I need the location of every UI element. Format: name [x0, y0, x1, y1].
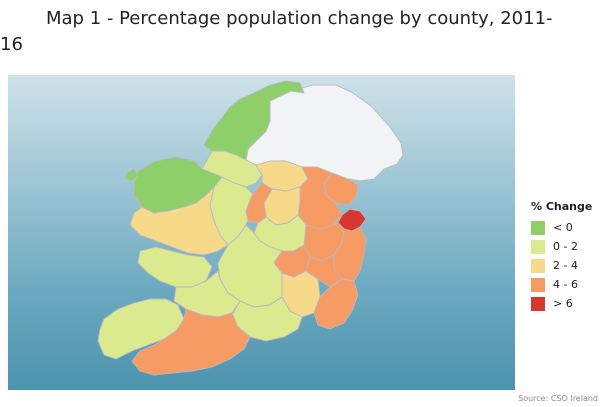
island-achill [124, 168, 139, 182]
legend-swatch [531, 296, 545, 311]
source-credit: Source: CSO Ireland [518, 394, 598, 403]
county-wexford[interactable] [313, 278, 359, 330]
legend-swatch [531, 258, 545, 273]
legend-item[interactable]: 4 - 6 [531, 276, 600, 293]
legend-swatch [531, 220, 545, 235]
ireland-map[interactable] [8, 75, 515, 390]
legend-item[interactable]: 0 - 2 [531, 238, 600, 255]
legend-item[interactable]: 2 - 4 [531, 257, 600, 274]
map-title-line2: 16 [0, 34, 23, 55]
legend-title: % Change [531, 200, 593, 213]
legend-label: > 6 [553, 297, 573, 310]
county-galway[interactable] [129, 186, 229, 256]
legend-label: 0 - 2 [553, 240, 578, 253]
map-legend: % Change < 0 0 - 2 2 - 4 4 - 6 > 6 [531, 200, 600, 314]
legend-label: 4 - 6 [553, 278, 578, 291]
map-title-line1: Map 1 - Percentage population change by … [46, 8, 553, 29]
legend-label: 2 - 4 [553, 259, 578, 272]
map-area[interactable] [8, 75, 515, 390]
legend-swatch [531, 277, 545, 292]
county-wicklow[interactable] [333, 226, 367, 282]
legend-item[interactable]: < 0 [531, 219, 600, 236]
legend-label: < 0 [553, 221, 573, 234]
legend-items: < 0 0 - 2 2 - 4 4 - 6 > 6 [531, 219, 600, 312]
legend-swatch [531, 239, 545, 254]
county-cork[interactable] [131, 308, 251, 376]
legend-item[interactable]: > 6 [531, 295, 600, 312]
map-title: Map 1 - Percentage population change by … [0, 6, 600, 58]
